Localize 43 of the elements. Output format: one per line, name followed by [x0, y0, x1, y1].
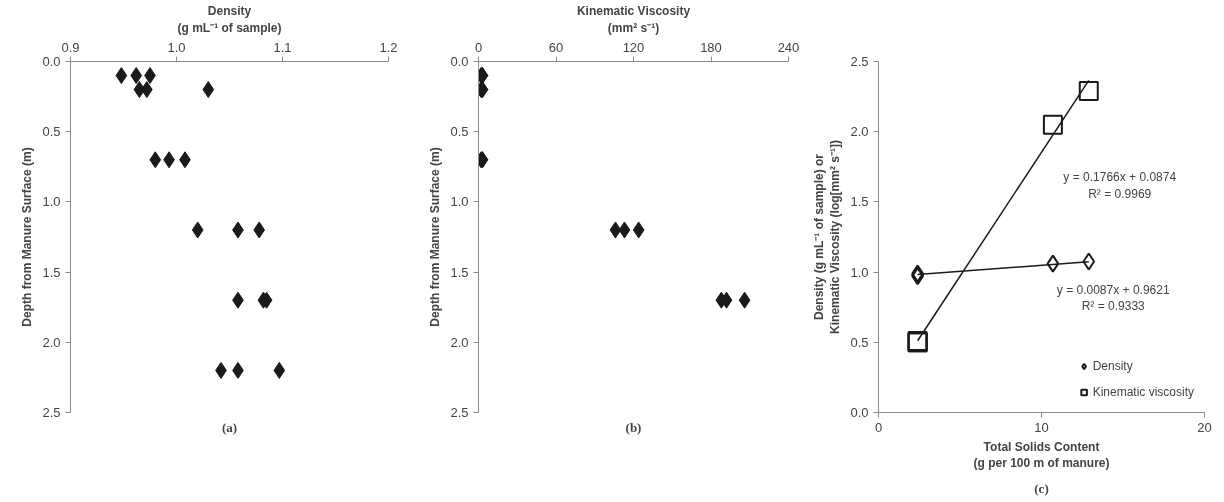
- y-tick-label: 1.0: [42, 194, 61, 210]
- x-tick-label: 180: [700, 39, 722, 55]
- y-tick-label: 1.5: [850, 194, 869, 210]
- text: (b): [625, 419, 642, 435]
- x-tick-label: 1.2: [379, 39, 398, 55]
- y-axis-title: Density (g mL⁻¹ of sample) or Kinematic Viscosity (log[mm² s⁻¹]): [811, 140, 843, 334]
- x-tick-label: 0: [474, 39, 483, 55]
- y-tick-label: 1.5: [450, 264, 469, 280]
- y-tick-label: 0.5: [450, 124, 469, 140]
- x-axis-title: Kinematic Viscosity (mm² s⁻¹): [576, 3, 691, 35]
- x-axis-title: Total Solids Content (g per 100 m of manure): [973, 439, 1110, 471]
- y-tick-label: 0.0: [450, 54, 469, 69]
- x-tick-label: 1.0: [167, 39, 186, 55]
- x-tick-label: 0: [874, 419, 883, 435]
- x-tick-label: 1.1: [273, 39, 292, 55]
- x-tick-label: 20: [1197, 419, 1212, 435]
- y-tick-label: 0.0: [850, 405, 869, 420]
- x-tick-label: 120: [622, 39, 645, 55]
- y-tick-label: 1.0: [850, 264, 869, 280]
- y-tick-label: 1.0: [450, 194, 469, 210]
- x-axis-title: Density (g mL⁻¹ of sample): [177, 3, 282, 35]
- y-axis-title: Depth from Manure Surface (m): [20, 147, 35, 327]
- y-tick-label: 0.5: [850, 334, 869, 350]
- y-tick-label: 2.0: [850, 124, 869, 140]
- y-tick-label: 1.5: [42, 264, 61, 280]
- y-tick-label: 2.5: [850, 54, 869, 69]
- y-tick-label: 2.5: [450, 405, 469, 420]
- y-tick-label: 2.0: [42, 334, 61, 350]
- annotation: y = 0.1766x + 0.0874 R² = 0.9969: [1063, 170, 1177, 202]
- y-tick-label: 0.0: [42, 54, 61, 69]
- x-tick-label: 240: [777, 39, 800, 55]
- y-tick-label: 2.0: [450, 334, 469, 350]
- annotation: y = 0.0087x + 0.9621 R² = 0.9333: [1056, 282, 1170, 314]
- legend-label: Density: [1092, 359, 1133, 373]
- x-tick-label: 60: [548, 39, 564, 55]
- x-tick-label: 10: [1034, 419, 1049, 435]
- x-tick-label: 0.9: [61, 39, 80, 55]
- legend-label: Kinematic viscosity: [1092, 385, 1194, 399]
- y-tick-label: 0.5: [42, 124, 61, 140]
- y-axis-title: Depth from Manure Surface (m): [428, 147, 443, 327]
- text: (a): [221, 419, 238, 435]
- text: (c): [1034, 480, 1049, 496]
- y-tick-label: 2.5: [42, 405, 61, 420]
